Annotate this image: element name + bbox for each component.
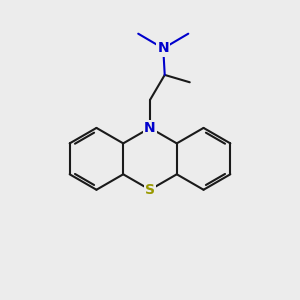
Text: S: S [145,183,155,197]
Text: N: N [158,41,169,56]
Text: N: N [144,121,156,135]
